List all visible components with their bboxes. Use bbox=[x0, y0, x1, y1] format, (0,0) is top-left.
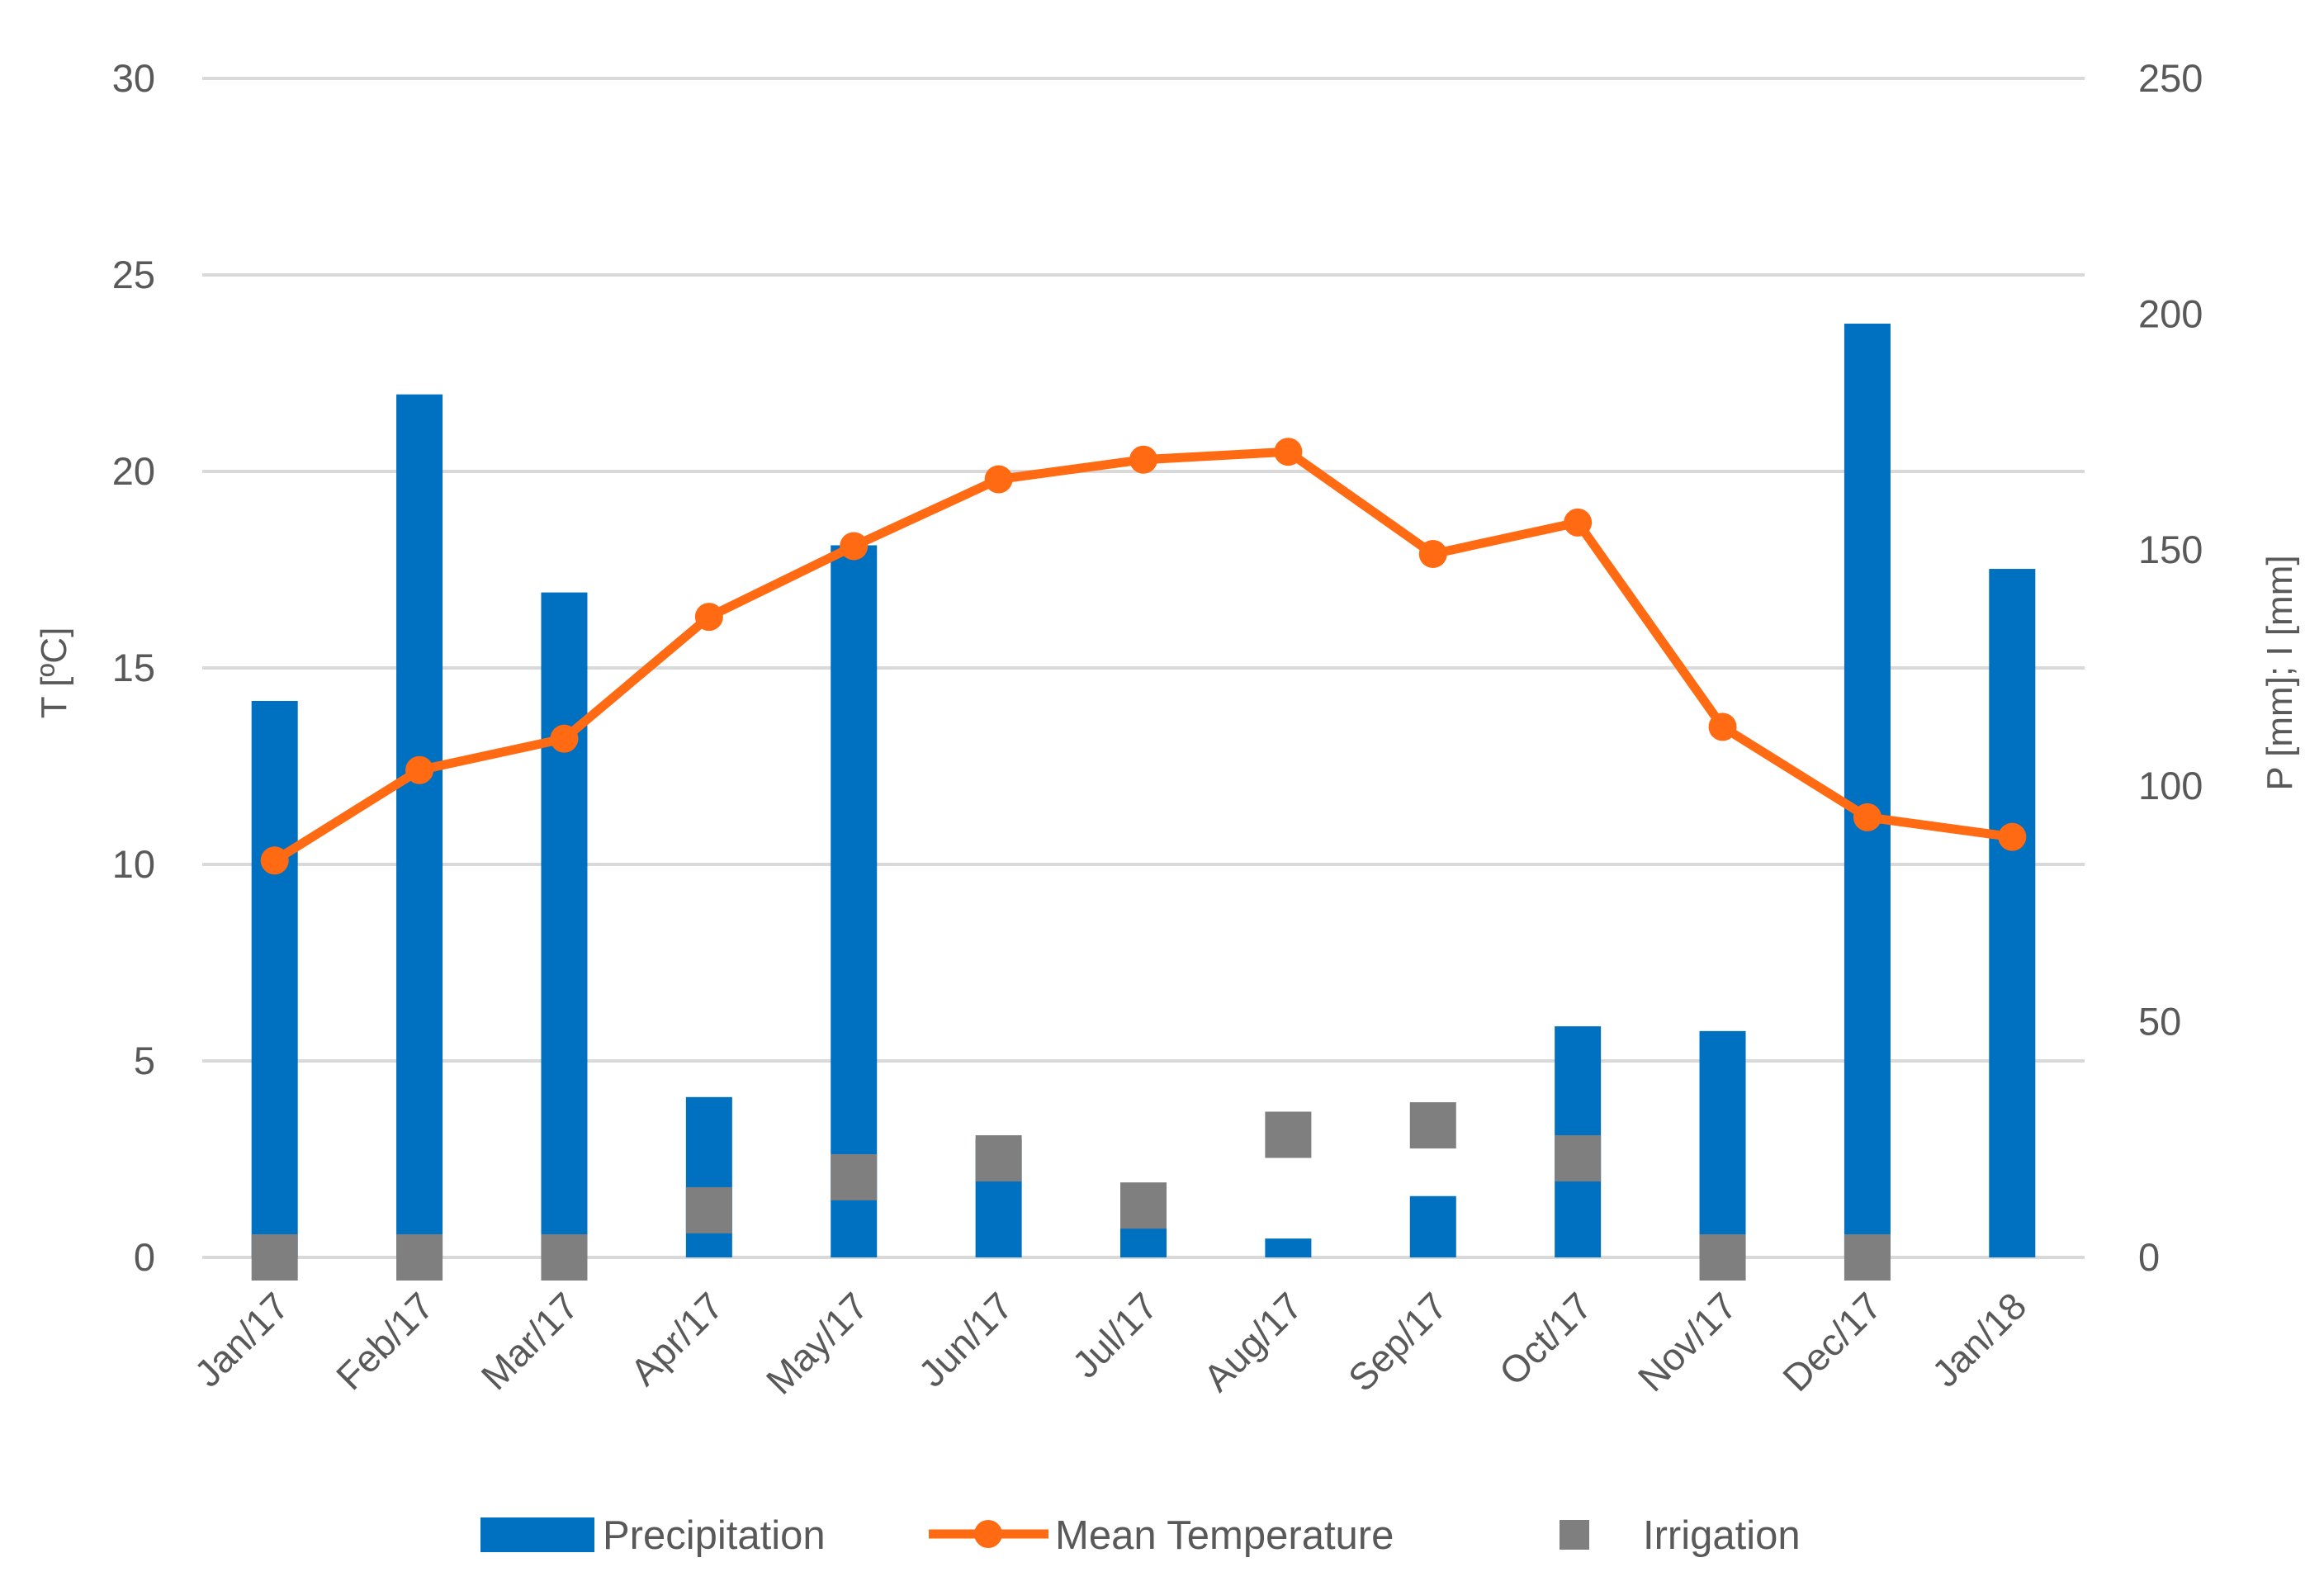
x-tick-label: Oct/17 bbox=[1491, 1284, 1601, 1394]
irrigation-marker bbox=[975, 1135, 1022, 1182]
legend-label-temperature: Mean Temperature bbox=[1055, 1513, 1394, 1558]
x-tick-label: May/17 bbox=[758, 1284, 876, 1402]
temperature-point bbox=[840, 532, 869, 561]
right-tick-label: 200 bbox=[2138, 292, 2203, 336]
irrigation-marker bbox=[1409, 1102, 1456, 1149]
temperature-point bbox=[1274, 438, 1303, 466]
temperature-point bbox=[260, 846, 289, 875]
left-tick-label: 15 bbox=[112, 646, 155, 689]
precipitation-bar bbox=[1844, 324, 1891, 1258]
precipitation-bar bbox=[1989, 569, 2036, 1257]
temperature-point bbox=[1998, 822, 2027, 851]
legend-label-irrigation: Irrigation bbox=[1643, 1513, 1801, 1558]
temperature-point bbox=[405, 755, 434, 784]
precipitation-bar bbox=[396, 394, 443, 1258]
right-tick-label: 250 bbox=[2138, 56, 2203, 100]
precipitation-bar bbox=[541, 592, 588, 1257]
legend-marker-temperature bbox=[974, 1520, 1002, 1548]
right-tick-label: 50 bbox=[2138, 999, 2181, 1043]
irrigation-marker bbox=[831, 1153, 878, 1200]
left-tick-label: 10 bbox=[112, 842, 155, 886]
temperature-point bbox=[1564, 508, 1593, 537]
irrigation-marker bbox=[251, 1234, 298, 1281]
irrigation-markers bbox=[251, 1102, 1891, 1281]
temperature-point bbox=[1708, 713, 1737, 741]
x-tick-label: Jan/17 bbox=[186, 1284, 296, 1394]
irrigation-marker bbox=[685, 1186, 732, 1233]
left-axis-ticks: 0 5 10 15 20 25 30 bbox=[112, 56, 155, 1279]
right-tick-label: 150 bbox=[2138, 528, 2203, 571]
precipitation-bar bbox=[1409, 1195, 1456, 1257]
gridlines bbox=[202, 77, 2085, 1259]
precipitation-bar bbox=[1699, 1030, 1746, 1257]
legend-swatch-precipitation bbox=[480, 1517, 594, 1552]
temperature-point bbox=[984, 465, 1013, 494]
x-tick-label: Feb/17 bbox=[328, 1284, 442, 1398]
temperature-line-path bbox=[272, 447, 2014, 864]
right-axis-title: P [mm]; I [mm] bbox=[2260, 555, 2300, 790]
x-tick-label: Jun/17 bbox=[910, 1284, 1020, 1394]
right-axis-ticks: 0 50 100 150 200 250 bbox=[2138, 56, 2203, 1279]
left-axis-title: T [ºC] bbox=[34, 627, 74, 719]
irrigation-marker bbox=[1699, 1234, 1746, 1281]
irrigation-marker bbox=[541, 1234, 588, 1281]
temperature-point bbox=[550, 724, 579, 753]
x-tick-label: Dec/17 bbox=[1774, 1284, 1890, 1399]
x-tick-label: Jan/18 bbox=[1924, 1284, 2034, 1394]
irrigation-marker bbox=[1265, 1111, 1312, 1158]
irrigation-marker bbox=[1844, 1234, 1891, 1281]
irrigation-marker bbox=[1555, 1135, 1602, 1182]
temperature-line bbox=[260, 438, 2027, 875]
legend-label-precipitation: Precipitation bbox=[603, 1513, 826, 1558]
legend-marker-irrigation bbox=[1560, 1520, 1589, 1550]
x-tick-label: Nov/17 bbox=[1630, 1284, 1745, 1399]
irrigation-marker bbox=[1120, 1182, 1167, 1229]
left-tick-label: 30 bbox=[112, 56, 155, 100]
temperature-point bbox=[694, 603, 723, 632]
precipitation-bar bbox=[831, 545, 878, 1257]
temperature-point bbox=[1129, 445, 1157, 474]
left-tick-label: 25 bbox=[112, 253, 155, 296]
x-axis-ticks: Jan/17 Feb/17 Mar/17 Apr/17 May/17 Jun/17 Jul/… bbox=[186, 1284, 2034, 1402]
x-tick-label: Aug/17 bbox=[1195, 1284, 1311, 1399]
right-tick-label: 100 bbox=[2138, 764, 2203, 807]
right-tick-label: 0 bbox=[2138, 1235, 2160, 1279]
x-tick-label: Apr/17 bbox=[622, 1284, 731, 1394]
x-tick-label: Jul/17 bbox=[1064, 1284, 1167, 1386]
irrigation-marker bbox=[396, 1234, 443, 1281]
precipitation-bar bbox=[1265, 1238, 1312, 1257]
temperature-point bbox=[1853, 802, 1881, 831]
left-tick-label: 0 bbox=[134, 1235, 155, 1279]
left-tick-label: 5 bbox=[134, 1039, 155, 1082]
precipitation-bars bbox=[251, 324, 2036, 1258]
temperature-point bbox=[1418, 539, 1447, 568]
x-tick-label: Mar/17 bbox=[473, 1284, 587, 1398]
legend: Precipitation Mean Temperature Irrigatio… bbox=[480, 1513, 1801, 1558]
left-tick-label: 20 bbox=[112, 449, 155, 493]
x-tick-label: Sep/17 bbox=[1340, 1284, 1455, 1399]
precipitation-bar bbox=[251, 700, 298, 1257]
